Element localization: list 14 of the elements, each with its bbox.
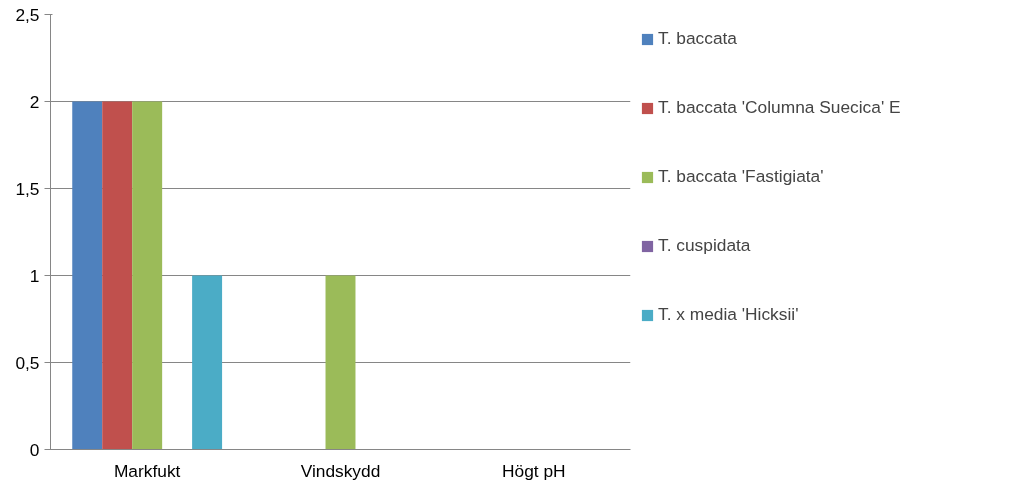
legend-label: T. cuspidata xyxy=(658,235,751,256)
legend-label: T. x media 'Hicksii' xyxy=(658,304,799,325)
x-tick-label: Markfukt xyxy=(113,460,181,481)
y-tick-label: 1 xyxy=(29,265,40,286)
legend-label: T. baccata 'Fastigiata' xyxy=(658,166,824,187)
y-tick-label: 0,5 xyxy=(15,352,40,373)
y-tick-label: 1,5 xyxy=(15,178,40,199)
y-tick-label: 0 xyxy=(29,439,40,460)
x-tick-label: Vindskydd xyxy=(300,460,381,481)
y-tick-label: 2,5 xyxy=(15,4,40,25)
x-tick-label: Högt pH xyxy=(502,460,566,481)
y-tick-label: 2 xyxy=(29,91,40,112)
legend-label: T. baccata 'Columna Suecica' E xyxy=(658,97,901,118)
legend-label: T. baccata xyxy=(658,28,737,49)
